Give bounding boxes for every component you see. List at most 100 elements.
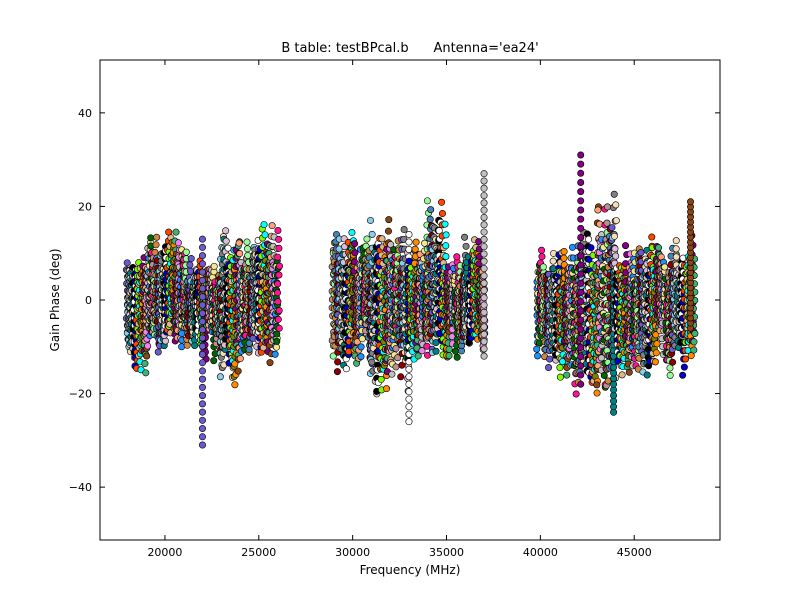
data-point-outlier: [480, 206, 488, 214]
data-point: [438, 198, 446, 206]
data-point-outlier: [198, 359, 206, 367]
data-point-outlier: [405, 231, 413, 239]
data-point-outlier: [577, 224, 585, 232]
data-point: [556, 364, 564, 372]
data-point-outlier: [480, 308, 488, 316]
data-point: [216, 373, 224, 381]
data-point: [172, 228, 180, 236]
data-point: [392, 345, 400, 353]
data-point-outlier: [577, 353, 585, 361]
data-point: [182, 248, 190, 256]
data-point: [392, 363, 400, 371]
data-point: [222, 237, 230, 245]
data-point: [366, 216, 374, 224]
data-point: [271, 350, 279, 358]
data-point-outlier: [198, 383, 206, 391]
data-point-outlier: [577, 188, 585, 196]
data-point: [368, 358, 376, 366]
data-point-outlier: [198, 252, 206, 260]
data-point: [625, 368, 633, 376]
data-point: [273, 330, 281, 338]
data-point: [388, 370, 396, 378]
data-point-outlier: [577, 298, 585, 306]
data-point-outlier: [480, 352, 488, 360]
data-point: [427, 206, 435, 214]
data-point: [186, 261, 194, 269]
data-point: [275, 235, 283, 243]
data-point: [142, 369, 150, 377]
data-point: [538, 246, 546, 254]
data-point: [453, 253, 461, 261]
data-point-outlier: [577, 261, 585, 269]
data-point: [655, 244, 663, 252]
data-point-outlier: [577, 325, 585, 333]
data-point: [351, 249, 359, 257]
data-point-outlier: [480, 330, 488, 338]
data-point: [357, 343, 365, 351]
data-point-outlier: [480, 301, 488, 309]
data-point-outlier: [577, 279, 585, 287]
data-point: [123, 259, 131, 267]
data-point-outlier: [198, 408, 206, 416]
data-point-outlier: [480, 184, 488, 192]
data-point-outlier: [405, 245, 413, 253]
data-point: [560, 248, 568, 256]
data-point: [234, 367, 242, 375]
data-point-outlier: [480, 177, 488, 185]
data-point-outlier: [480, 265, 488, 273]
data-point-outlier: [480, 294, 488, 302]
data-point: [441, 220, 449, 228]
data-point: [608, 224, 616, 232]
data-point: [243, 245, 251, 253]
data-point: [333, 368, 341, 376]
data-point: [432, 347, 440, 355]
data-point-outlier: [577, 252, 585, 260]
data-point-outlier: [577, 178, 585, 186]
data-point: [442, 231, 450, 239]
data-point-outlier: [198, 392, 206, 400]
data-point: [144, 342, 152, 350]
data-point-outlier: [577, 344, 585, 352]
data-point: [612, 217, 620, 225]
data-point: [274, 289, 282, 297]
data-point: [610, 190, 618, 198]
data-point: [147, 234, 155, 242]
data-point: [368, 230, 376, 238]
data-point: [603, 203, 611, 211]
data-point: [275, 262, 283, 270]
data-point: [363, 235, 371, 243]
data-point: [210, 262, 218, 270]
data-point-outlier: [480, 192, 488, 200]
data-point: [378, 235, 386, 243]
data-point: [236, 250, 244, 258]
data-point-outlier: [480, 221, 488, 229]
data-point: [274, 253, 282, 261]
data-point-outlier: [577, 215, 585, 223]
data-point-outlier: [480, 250, 488, 258]
data-point: [152, 241, 160, 249]
data-point-outlier: [198, 425, 206, 433]
data-point-outlier: [405, 365, 413, 373]
data-point-outlier: [577, 316, 585, 324]
data-point-outlier: [577, 334, 585, 342]
data-point: [611, 245, 619, 253]
data-point-outlier: [198, 441, 206, 449]
data-point: [224, 244, 232, 252]
data-point-outlier: [577, 206, 585, 214]
data-point: [261, 231, 269, 239]
data-point-outlier: [198, 285, 206, 293]
data-point-outlier: [198, 350, 206, 358]
data-point: [451, 347, 459, 355]
data-point: [272, 343, 280, 351]
data-point: [178, 329, 186, 337]
data-point: [274, 315, 282, 323]
data-point: [275, 324, 283, 332]
data-point: [453, 353, 461, 361]
data-point-outlier: [577, 160, 585, 168]
data-point-outlier: [198, 318, 206, 326]
data-point: [143, 352, 151, 360]
data-point-outlier: [480, 345, 488, 353]
data-point: [141, 360, 149, 368]
data-point: [612, 252, 620, 260]
data-point-outlier: [405, 388, 413, 396]
